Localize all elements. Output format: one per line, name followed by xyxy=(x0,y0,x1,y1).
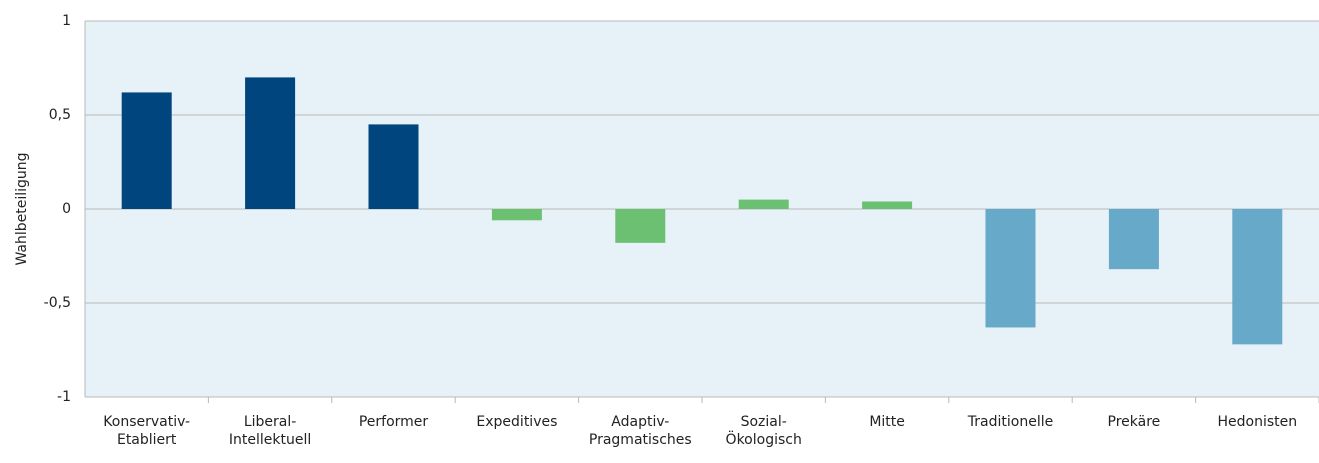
x-tick-label: Hedonisten xyxy=(1217,414,1297,430)
x-tick-label: Liberal-Intellektuell xyxy=(229,414,311,448)
y-axis-label: Wahlbeteiligung xyxy=(14,152,30,265)
bar xyxy=(738,199,789,209)
bar xyxy=(862,201,913,209)
bar xyxy=(121,92,172,209)
x-tick-label: Performer xyxy=(359,414,429,430)
x-tick-label: Adaptiv-Pragmatisches xyxy=(589,414,692,448)
x-tick-label: Traditionelle xyxy=(967,414,1053,430)
bar xyxy=(1108,209,1159,270)
y-tick-label: 1 xyxy=(62,13,71,29)
bar xyxy=(985,209,1036,328)
bar xyxy=(615,209,666,243)
bar xyxy=(368,124,419,209)
y-tick-label: -0,5 xyxy=(44,295,71,311)
bar xyxy=(491,209,542,221)
y-tick-label: -1 xyxy=(57,389,71,405)
x-tick-label: Expeditives xyxy=(476,414,557,430)
y-tick-label: 0,5 xyxy=(49,107,71,123)
x-tick-label: Sozial-Ökologisch xyxy=(726,414,802,448)
bar xyxy=(1232,209,1283,345)
x-tick-label: Prekäre xyxy=(1108,414,1161,430)
bar xyxy=(245,77,296,210)
y-tick-label: 0 xyxy=(62,201,71,217)
x-tick-label: Konservativ-Etabliert xyxy=(103,414,190,448)
x-tick-label: Mitte xyxy=(869,414,905,430)
